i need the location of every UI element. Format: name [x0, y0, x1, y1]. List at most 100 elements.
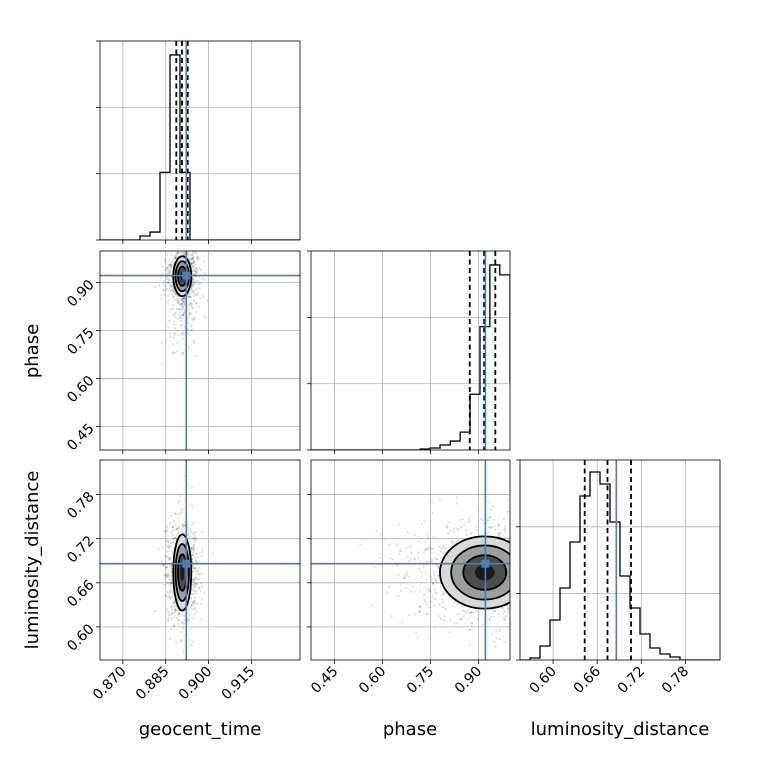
sample-point: [493, 640, 496, 643]
sample-point: [161, 546, 164, 549]
sample-point: [440, 556, 443, 559]
sample-point: [536, 524, 538, 526]
sample-point: [178, 219, 180, 221]
sample-point: [190, 258, 193, 261]
sample-point: [511, 563, 513, 565]
sample-point: [195, 610, 199, 613]
sample-point: [171, 595, 174, 599]
sample-point: [170, 581, 173, 584]
sample-point: [167, 557, 170, 560]
sample-point: [183, 532, 186, 535]
sample-point: [453, 600, 456, 603]
sample-point: [513, 562, 515, 564]
x-tick-label: 0.45: [308, 664, 341, 697]
sample-point: [168, 583, 172, 586]
sample-point: [201, 531, 204, 534]
sample-point: [475, 610, 479, 613]
sample-point: [180, 323, 183, 327]
sample-point: [185, 247, 187, 249]
sample-point: [192, 551, 195, 554]
x-axis-label-luminosity_distance: luminosity_distance: [531, 719, 710, 740]
sample-point: [181, 306, 184, 309]
sample-point: [185, 245, 187, 247]
sample-point: [200, 618, 203, 621]
y-axis-label-phase: phase: [22, 324, 43, 378]
sample-point: [172, 624, 175, 627]
sample-point: [190, 290, 193, 293]
sample-point: [179, 234, 181, 236]
sample-point: [186, 608, 189, 611]
sample-point: [497, 612, 500, 616]
sample-point: [194, 606, 197, 609]
sample-point: [194, 601, 197, 604]
sample-point: [198, 286, 201, 290]
sample-point: [172, 536, 175, 540]
sample-point: [515, 569, 517, 571]
sample-point: [171, 286, 174, 289]
sample-point: [165, 576, 169, 579]
sample-point: [200, 282, 203, 285]
sample-point: [430, 546, 433, 550]
sample-point: [181, 299, 184, 302]
sample-point: [174, 607, 177, 610]
sample-point: [164, 529, 167, 533]
sample-point: [178, 224, 180, 226]
sample-point: [453, 622, 456, 625]
sample-point: [200, 585, 204, 588]
sample-point: [461, 609, 464, 612]
sample-point: [171, 533, 174, 537]
sample-point: [383, 537, 386, 541]
sample-point: [199, 269, 203, 272]
sample-point: [174, 332, 177, 336]
sample-point: [168, 521, 172, 525]
sample-point: [182, 297, 185, 300]
sample-point: [173, 298, 176, 301]
sample-point: [174, 609, 177, 612]
sample-point: [458, 618, 461, 621]
sample-point: [193, 608, 196, 611]
sample-point: [444, 546, 447, 549]
sample-point: [178, 248, 180, 250]
sample-point: [422, 566, 425, 569]
sample-point: [196, 582, 199, 585]
sample-point: [194, 559, 197, 562]
sample-point: [174, 512, 177, 515]
sample-point: [189, 241, 191, 243]
sample-point: [503, 525, 506, 528]
sample-point: [177, 301, 180, 305]
sample-point: [530, 578, 532, 580]
sample-point: [455, 541, 458, 544]
sample-point: [448, 529, 451, 532]
sample-point: [476, 525, 479, 528]
sample-point: [194, 530, 197, 534]
sample-point: [493, 610, 496, 613]
sample-point: [181, 621, 184, 625]
sample-point: [535, 576, 537, 578]
sample-point: [187, 332, 190, 335]
sample-point: [183, 296, 186, 299]
sample-point: [192, 600, 195, 604]
sample-point: [171, 284, 174, 287]
sample-point: [174, 257, 177, 260]
hist-panel-luminosity_distance: [516, 459, 721, 664]
sample-point: [175, 323, 178, 326]
sample-point: [173, 519, 176, 522]
sample-point: [163, 574, 166, 577]
sample-point: [183, 238, 185, 240]
sample-point: [493, 525, 496, 528]
sample-point: [172, 314, 175, 317]
sample-point: [172, 601, 175, 605]
sample-point: [490, 615, 493, 618]
sample-point: [190, 486, 193, 489]
sample-point: [480, 517, 483, 521]
sample-point: [163, 258, 167, 262]
sample-point: [498, 532, 501, 535]
sample-point: [521, 598, 523, 600]
sample-point: [468, 617, 471, 620]
sample-point: [425, 560, 428, 563]
sample-point: [455, 622, 458, 625]
sample-point: [436, 558, 439, 561]
sample-point: [465, 528, 468, 532]
sample-point: [163, 583, 166, 586]
